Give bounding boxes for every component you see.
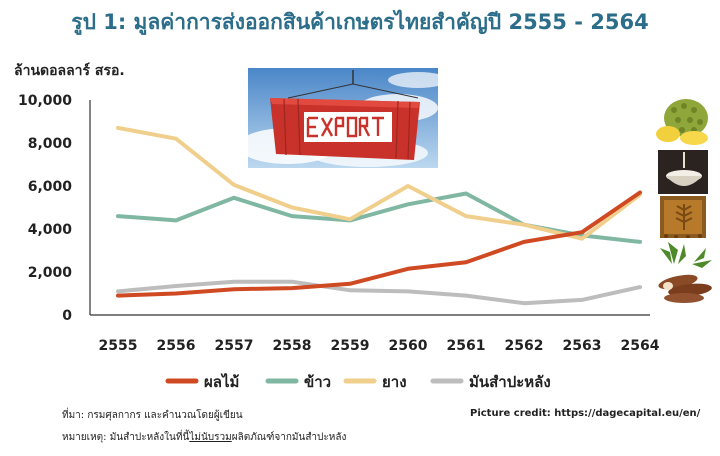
legend-label-rice: ข้าว [304, 373, 331, 391]
x-tick-label: 2557 [215, 338, 254, 354]
y-tick-label: 2,000 [28, 265, 73, 281]
x-tick-label: 2560 [389, 338, 428, 354]
x-axis: 2555 2556 2557 2558 2559 2560 2561 2562 2563 2564 [90, 314, 660, 354]
series-line-fruit [116, 190, 642, 298]
picture-credit: Picture credit: https://dagecapital.eu/e… [470, 408, 701, 419]
x-tick-label: 2564 [621, 338, 660, 354]
y-tick-label: 6,000 [28, 179, 73, 195]
x-tick-label: 2561 [447, 338, 486, 354]
y-tick-label: 8,000 [28, 136, 73, 152]
footnote: หมายเหตุ: มันสำปะหลังในที่นี้ไม่นับรวมผล… [62, 430, 346, 445]
cassava-icon [658, 242, 712, 303]
y-tick-label: 10,000 [18, 93, 72, 109]
y-axis-unit-label: ล้านดอลลาร์ สรอ. [14, 63, 125, 79]
x-tick-label: 2555 [99, 338, 138, 354]
y-tick-label: 0 [62, 308, 72, 324]
series-lines [116, 125, 642, 306]
footnote-underline: ไม่นับรวม [189, 432, 232, 443]
x-tick-label: 2558 [273, 338, 312, 354]
footnote-prefix: หมายเหตุ: มันสำปะหลังในที่นี้ [62, 432, 190, 443]
y-tick-label: 4,000 [28, 222, 73, 238]
series-line-cassava [116, 279, 642, 306]
durian-icon [656, 99, 708, 145]
x-tick-label: 2556 [157, 338, 196, 354]
legend-label-rubber: ยาง [382, 373, 407, 391]
series-line-rubber [116, 125, 642, 241]
rubber-sheet-icon [660, 196, 706, 238]
legend: ผลไม้ ข้าว ยาง มันสำปะหลัง [165, 372, 551, 391]
x-tick-label: 2559 [331, 338, 370, 354]
legend-label-fruit: ผลไม้ [204, 372, 239, 391]
legend-label-cassava: มันสำปะหลัง [469, 373, 551, 391]
x-tick-label: 2563 [563, 338, 602, 354]
y-axis: 0 2,000 4,000 6,000 8,000 10,000 [18, 93, 91, 324]
chart-title: รูป 1: มูลค่าการส่งออกสินค้าเกษตรไทยสำคั… [71, 10, 649, 34]
footnote-suffix: ผลิตภัณฑ์จากมันสำปะหลัง [231, 432, 347, 443]
export-container-photo [248, 68, 438, 168]
rice-bowl-icon [658, 150, 708, 194]
x-tick-label: 2562 [505, 338, 544, 354]
source-note: ที่มา: กรมศุลกากร และคำนวณโดยผู้เขียน [62, 410, 243, 421]
